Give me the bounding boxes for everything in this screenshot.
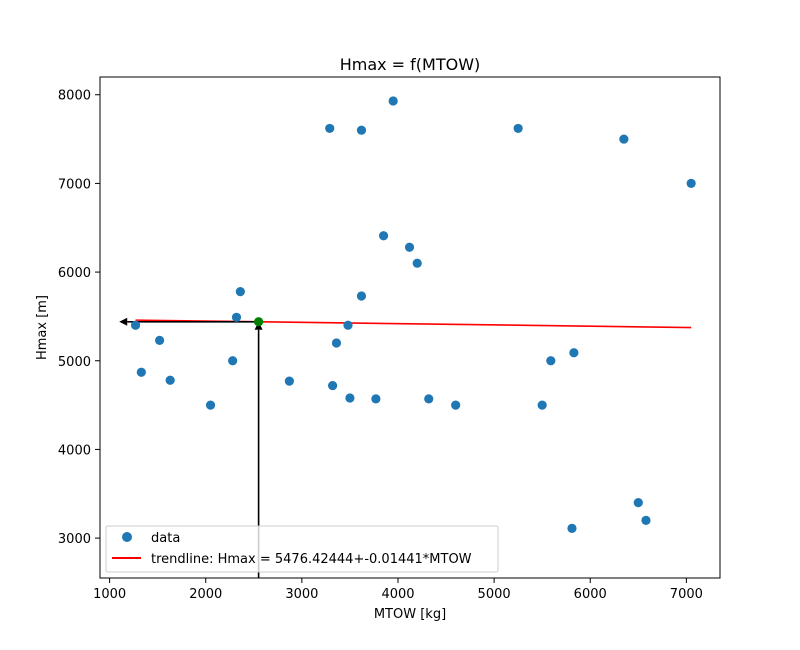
data-point <box>165 375 175 385</box>
legend-trendline-label: trendline: Hmax = 5476.42444+-0.01441*MT… <box>151 552 472 567</box>
legend-data-label: data <box>151 531 180 546</box>
chart-title: Hmax = f(MTOW) <box>340 55 481 74</box>
data-point <box>356 125 367 135</box>
data-point <box>451 400 461 410</box>
data-point <box>371 394 381 404</box>
x-tick-label: 6000 <box>574 587 607 602</box>
x-tick-label: 7000 <box>670 587 703 602</box>
data-point <box>343 320 353 330</box>
data-point <box>284 376 294 386</box>
y-tick-label: 8000 <box>58 89 91 104</box>
data-point <box>424 394 434 404</box>
data-point <box>641 515 651 525</box>
marked-point <box>254 317 264 327</box>
legend: data trendline: Hmax = 5476.42444+-0.014… <box>105 525 499 573</box>
x-tick-label: 1000 <box>93 587 126 602</box>
data-point <box>136 367 146 377</box>
y-tick-label: 4000 <box>58 443 91 458</box>
x-axis-label: MTOW [kg] <box>374 607 446 622</box>
data-point <box>619 134 629 144</box>
data-point <box>633 498 643 508</box>
data-point <box>328 380 338 391</box>
x-axis: 1000 2000 3000 4000 5000 6000 7000 <box>93 578 703 602</box>
y-tick-label: 7000 <box>58 177 91 192</box>
x-tick-label: 3000 <box>285 587 318 602</box>
data-point <box>345 393 355 403</box>
data-point <box>130 320 141 330</box>
data-point <box>331 338 342 348</box>
data-point <box>378 231 389 241</box>
data-point <box>567 523 577 533</box>
arrow-head <box>119 317 128 326</box>
y-axis: 3000 4000 5000 6000 7000 8000 <box>58 89 100 547</box>
data-point <box>412 258 422 268</box>
data-point <box>231 312 242 322</box>
data-point <box>205 400 216 410</box>
x-tick-label: 2000 <box>189 587 222 602</box>
y-tick-label: 6000 <box>58 266 91 281</box>
data-point <box>235 286 245 297</box>
x-tick-label: 4000 <box>381 587 414 602</box>
data-point <box>154 335 165 345</box>
y-tick-label: 5000 <box>58 355 91 370</box>
data-point <box>325 123 335 134</box>
legend-data-marker <box>122 532 132 542</box>
y-tick-label: 3000 <box>58 532 91 547</box>
plot-area <box>99 76 721 579</box>
data-point <box>686 178 696 189</box>
data-point <box>404 242 415 252</box>
x-tick-label: 5000 <box>478 587 511 602</box>
legend-box <box>105 525 499 573</box>
marked-point-layer <box>254 317 264 327</box>
data-point <box>228 356 238 366</box>
data-point <box>388 96 398 106</box>
data-point <box>537 400 547 410</box>
data-points <box>130 96 696 533</box>
data-point <box>569 348 579 358</box>
data-point <box>546 356 556 366</box>
data-point <box>513 123 523 134</box>
y-axis-label: Hmax [m] <box>35 295 50 360</box>
data-point <box>356 291 367 301</box>
